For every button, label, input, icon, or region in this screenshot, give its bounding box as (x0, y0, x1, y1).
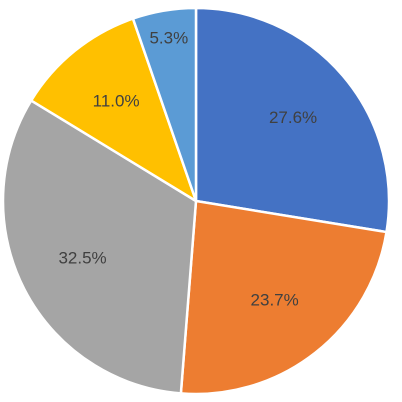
data-label: 32.5% (58, 248, 106, 267)
data-label: 11.0% (93, 91, 140, 110)
data-label: 27.6% (269, 108, 317, 127)
pie-slice (194, 6, 391, 234)
data-label: 23.7% (251, 291, 299, 310)
data-label: 5.3% (149, 29, 188, 48)
pie-slice (1, 99, 198, 395)
pie-slice (131, 6, 198, 203)
pie-slice (179, 199, 388, 396)
pie-slice (29, 17, 198, 203)
